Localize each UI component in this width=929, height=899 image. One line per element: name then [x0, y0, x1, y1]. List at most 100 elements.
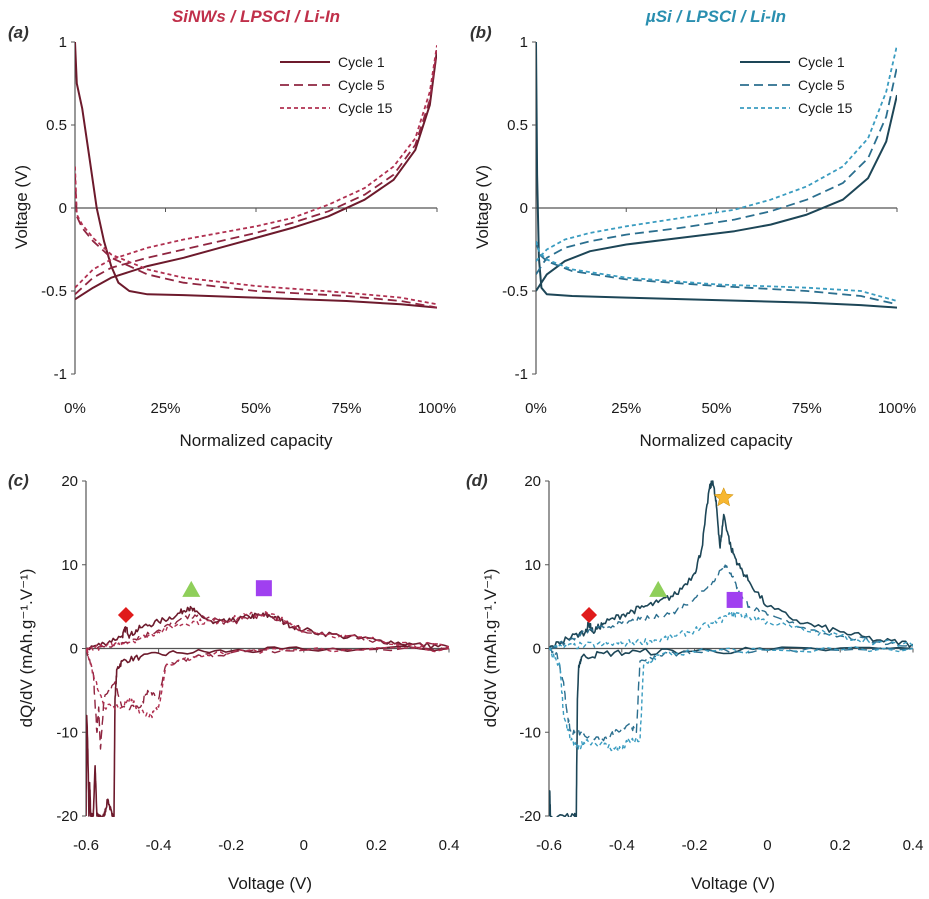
- y-tick-label: -20: [56, 808, 78, 825]
- series-cycle-1-lithiation: [75, 41, 437, 309]
- series-cycle-1-delithiation: [75, 50, 437, 301]
- x-tick-label: 100%: [418, 400, 456, 417]
- y-tick-label: 10: [61, 557, 78, 574]
- panel-a-title: SiNWs / LPSCl / Li-In: [172, 7, 340, 26]
- x-tick-label: 25%: [150, 400, 180, 417]
- y-tick-label: 0: [59, 200, 67, 217]
- plot-area-c: -20 -10 0 10 20 -0.6 -0.4 -0.2 0 0.2 0.4: [56, 473, 459, 854]
- legend-entry: Cycle 5: [338, 77, 385, 93]
- y-tick-label: -1: [54, 366, 67, 383]
- y-tick-label: 0: [533, 641, 541, 658]
- y-axis-label-c: dQ/dV (mAh.g⁻¹.V⁻¹): [17, 569, 36, 728]
- y-tick-label: -20: [519, 808, 541, 825]
- x-tick-label: 75%: [792, 400, 822, 417]
- legend-entry: Cycle 1: [798, 54, 845, 70]
- plot-area-d: -20 -10 0 10 20 -0.6 -0.4 -0.2 0 0.2 0.4: [519, 473, 923, 854]
- x-tick-label: 50%: [701, 400, 731, 417]
- series-cycle-5: [86, 612, 449, 750]
- series-cycle-15-delithiation: [536, 45, 897, 262]
- y-tick-label: -1: [515, 366, 528, 383]
- y-tick-label: 20: [524, 473, 541, 490]
- x-tick-label: 0.2: [830, 837, 851, 854]
- y-tick-label: 0: [520, 200, 528, 217]
- series-group: [86, 605, 449, 817]
- y-axis-label-b: Voltage (V): [473, 165, 492, 249]
- x-tick-label: -0.6: [73, 837, 99, 854]
- x-tick-label: 50%: [241, 400, 271, 417]
- diamond-marker: [117, 607, 134, 623]
- panel-d: (d) -20 -10 0 10 20 -0.6 -0.4 -0.2 0 0.2 0.4 Volta…: [466, 471, 923, 893]
- x-tick-label: -0.2: [682, 837, 708, 854]
- series-cycle-15: [86, 611, 449, 719]
- x-axis-label-c: Voltage (V): [228, 874, 312, 893]
- panel-a: (a) SiNWs / LPSCl / Li-In -1 -0.5 0 0.5 1 0% 2…: [8, 7, 456, 450]
- x-tick-label: 100%: [878, 400, 916, 417]
- plot-area-a: -1 -0.5 0 0.5 1 0% 25% 50% 75% 100% Cycle 1 Cycle 5…: [41, 34, 456, 417]
- legend: Cycle 1 Cycle 5 Cycle 15: [740, 54, 853, 116]
- legend-entry: Cycle 1: [338, 54, 385, 70]
- series-cycle-1-lithiation: [536, 41, 897, 309]
- y-tick-label: -0.5: [502, 283, 528, 300]
- series-cycle-15-delithiation: [75, 45, 437, 289]
- series-group: [75, 41, 437, 309]
- series-cycle-5-lithiation: [75, 174, 437, 309]
- legend: Cycle 1 Cycle 5 Cycle 15: [280, 54, 393, 116]
- y-tick-label: 1: [59, 34, 67, 51]
- panel-c: (c) -20 -10 0 10 20 -0.6 -0.4 -0.2 0 0.2 0.4 Volta…: [8, 471, 459, 893]
- y-tick-label: -10: [519, 724, 541, 741]
- triangle-marker: [182, 580, 201, 597]
- square-marker: [255, 580, 272, 597]
- x-tick-label: -0.4: [146, 837, 172, 854]
- panel-label-c: (c): [8, 471, 29, 490]
- x-tick-label: 0%: [64, 400, 86, 417]
- y-axis-label-d: dQ/dV (mAh.g⁻¹.V⁻¹): [481, 569, 500, 728]
- series-cycle-1-delithiation: [536, 94, 897, 292]
- panel-label-d: (d): [466, 471, 488, 490]
- x-tick-label: -0.4: [609, 837, 635, 854]
- star-marker: [713, 487, 734, 507]
- series-cycle-15-lithiation: [75, 166, 437, 306]
- series-cycle-15: [549, 610, 913, 752]
- triangle-marker: [649, 580, 668, 597]
- y-tick-label: -10: [56, 724, 78, 741]
- x-tick-label: 25%: [611, 400, 641, 417]
- legend-entry: Cycle 15: [798, 100, 853, 116]
- x-tick-label: 0: [300, 837, 308, 854]
- series-cycle-1: [549, 480, 913, 817]
- x-tick-label: 0.4: [903, 837, 924, 854]
- panel-b-title: µSi / LPSCl / Li-In: [645, 7, 786, 26]
- x-axis-label-a: Normalized capacity: [179, 431, 333, 450]
- series-group: [536, 41, 897, 309]
- y-tick-label: 20: [61, 473, 78, 490]
- panel-label-a: (a): [8, 23, 29, 42]
- x-axis-label-d: Voltage (V): [691, 874, 775, 893]
- x-axis-label-b: Normalized capacity: [639, 431, 793, 450]
- y-tick-label: -0.5: [41, 283, 67, 300]
- series-cycle-5: [549, 564, 913, 742]
- y-tick-label: 0: [70, 641, 78, 658]
- x-tick-label: 0.2: [366, 837, 387, 854]
- y-tick-label: 0.5: [46, 117, 67, 134]
- legend-entry: Cycle 15: [338, 100, 393, 116]
- y-tick-label: 0.5: [507, 117, 528, 134]
- diamond-marker: [581, 607, 598, 623]
- y-axis-label-a: Voltage (V): [12, 165, 31, 249]
- x-tick-label: 75%: [331, 400, 361, 417]
- series-cycle-5-lithiation: [536, 240, 897, 306]
- x-tick-label: 0%: [525, 400, 547, 417]
- x-tick-label: 0: [763, 837, 771, 854]
- x-tick-label: 0.4: [439, 837, 460, 854]
- square-marker: [726, 591, 743, 608]
- x-tick-label: -0.6: [536, 837, 562, 854]
- series-cycle-15-lithiation: [536, 240, 897, 302]
- panel-b: (b) µSi / LPSCl / Li-In -1 -0.5 0 0.5 1 0% 25%…: [470, 7, 916, 450]
- series-cycle-5-delithiation: [536, 66, 897, 275]
- series-group: [549, 480, 913, 817]
- panel-label-b: (b): [470, 23, 492, 42]
- x-tick-label: -0.2: [218, 837, 244, 854]
- legend-entry: Cycle 5: [798, 77, 845, 93]
- plot-area-b: -1 -0.5 0 0.5 1 0% 25% 50% 75% 100% Cycle 1 Cycle 5…: [502, 34, 916, 417]
- y-tick-label: 10: [524, 557, 541, 574]
- series-cycle-5-delithiation: [75, 50, 437, 295]
